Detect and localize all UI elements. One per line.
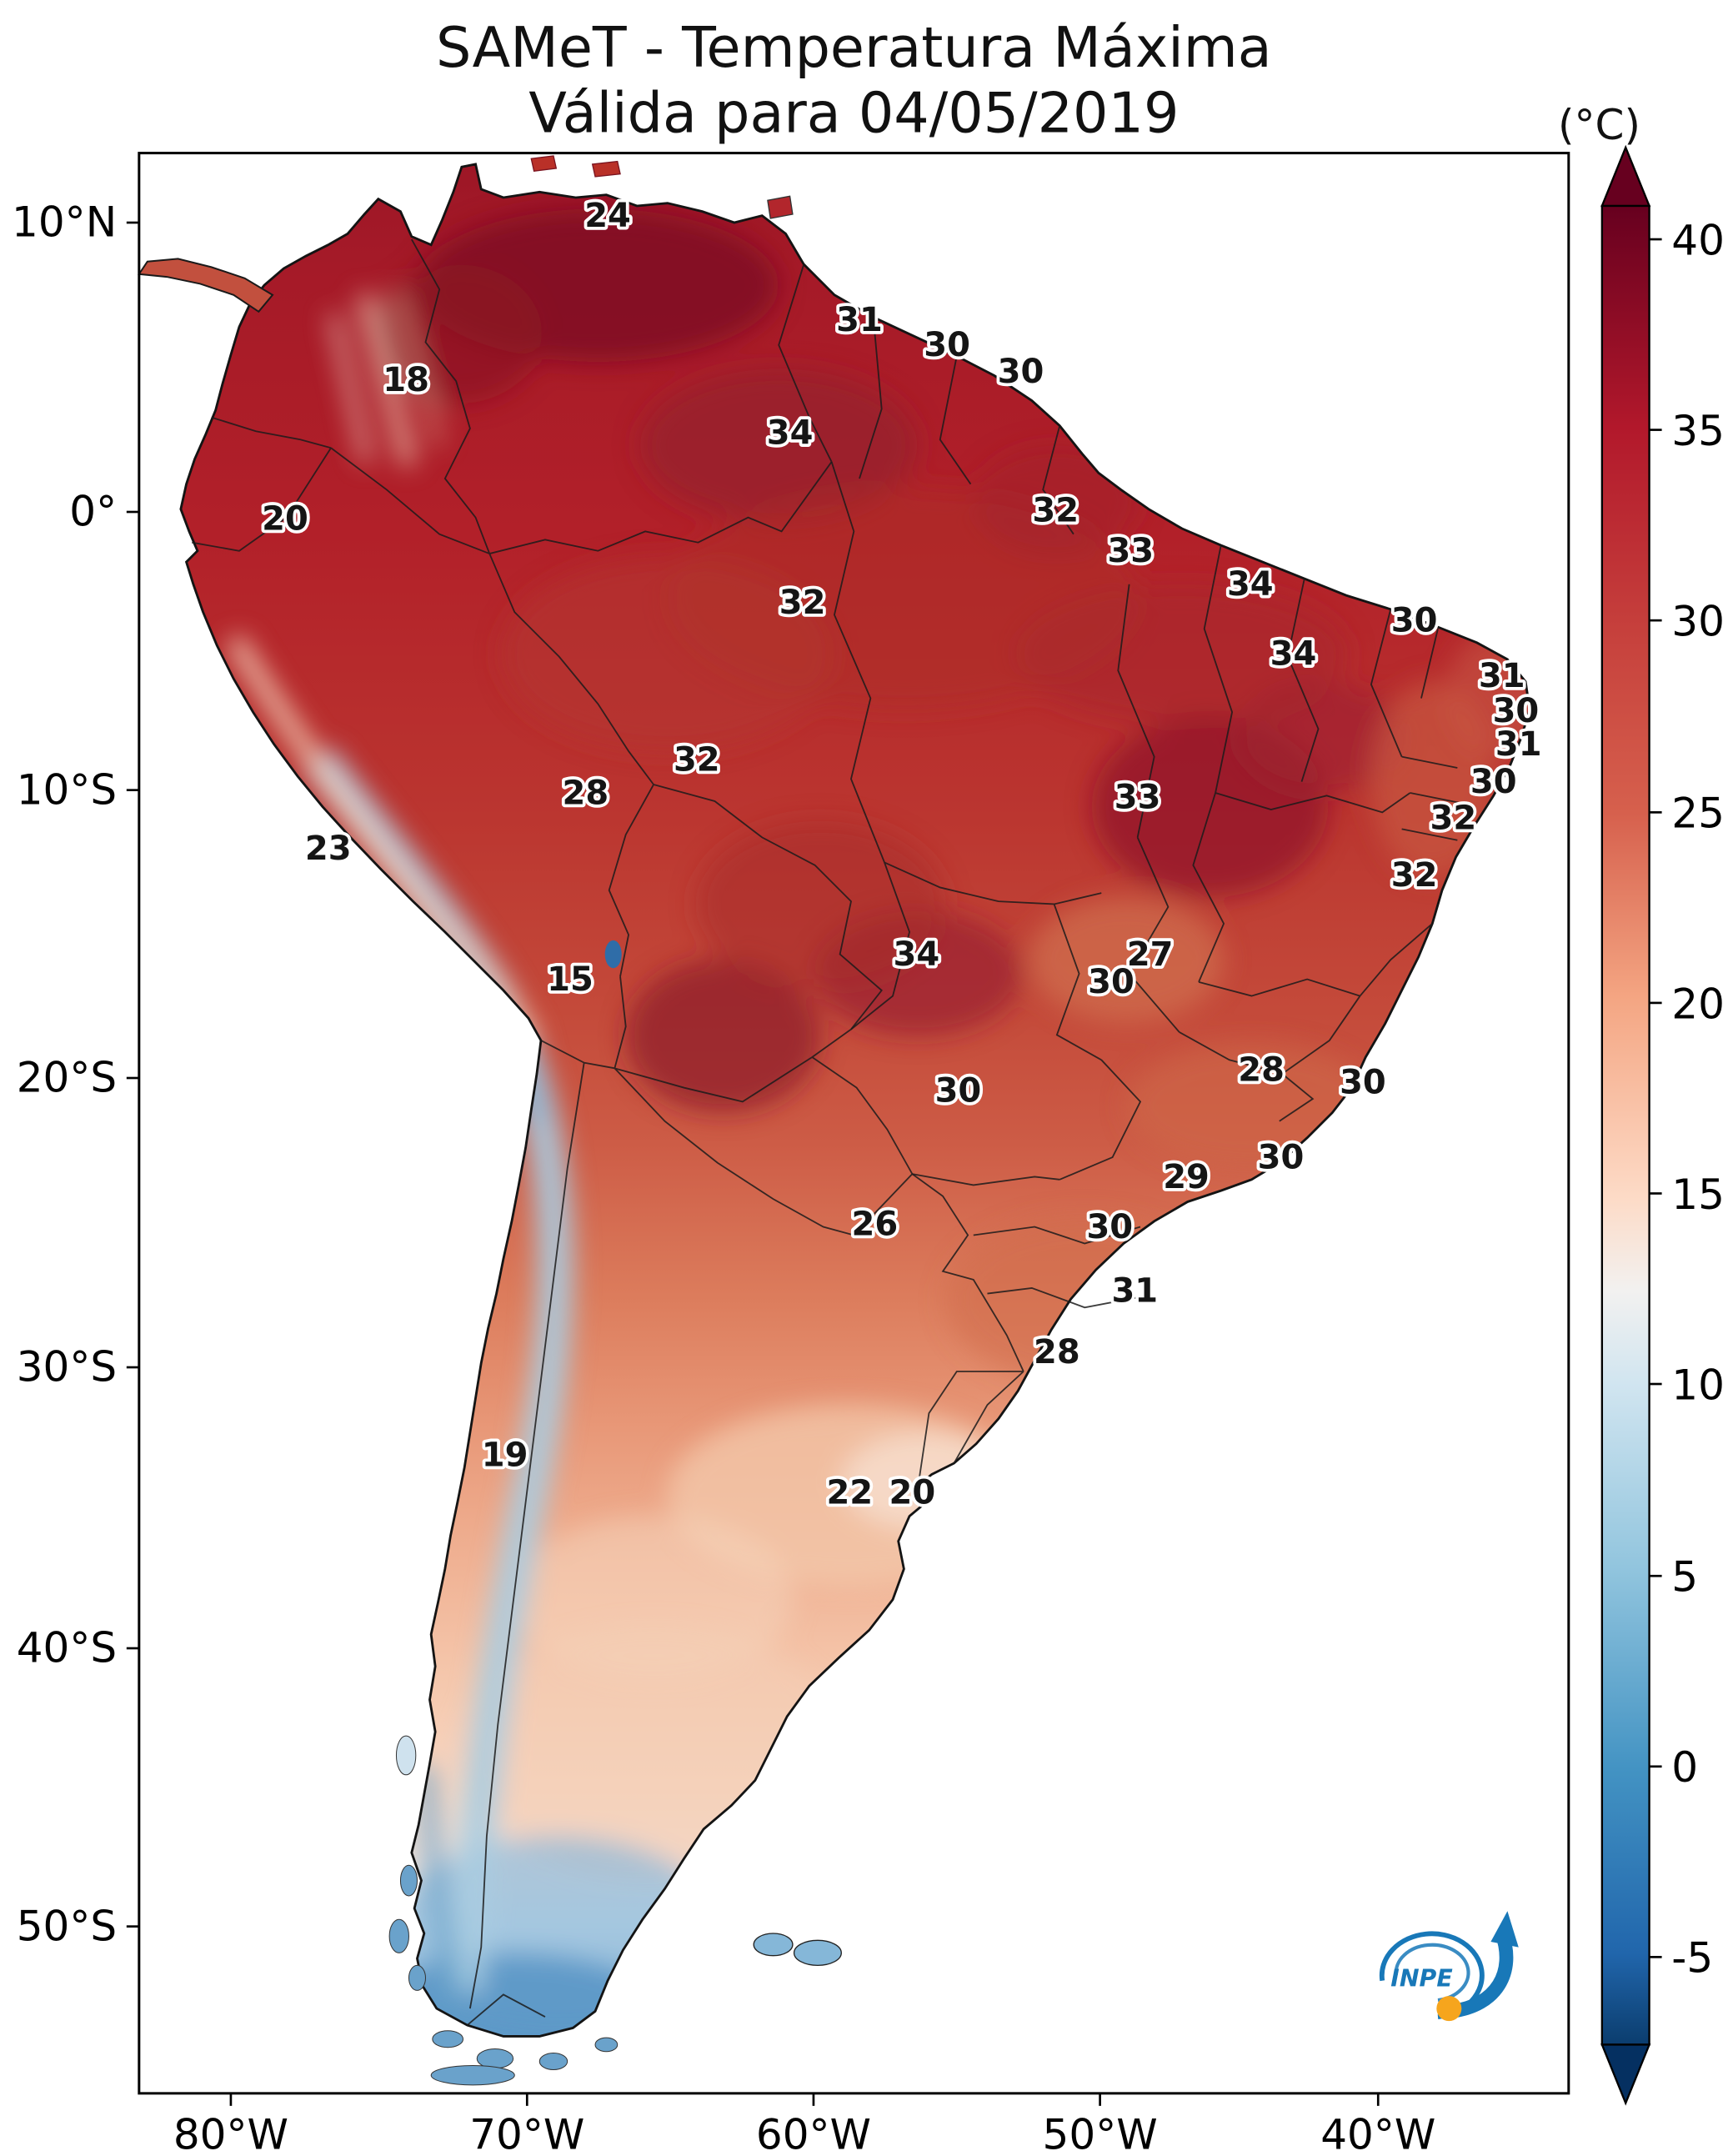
logo-arrow xyxy=(1450,1931,1514,2018)
temperature-label: 30 xyxy=(1340,1063,1386,1101)
temperature-label: 24 xyxy=(584,197,631,235)
lat-tick-label: 10°N xyxy=(12,198,117,247)
temperature-label: 30 xyxy=(1391,601,1438,639)
lat-tick-label: 0° xyxy=(69,488,117,536)
temperature-label: 23 xyxy=(305,830,352,868)
colorbar-tick-label: 0 xyxy=(1671,1743,1698,1792)
lat-tick-label: 40°S xyxy=(17,1624,117,1672)
colorbar-tick-label: -5 xyxy=(1671,1934,1713,1983)
colorbar-top-arrow xyxy=(1600,144,1651,208)
colorbar-tick-label: 15 xyxy=(1671,1171,1723,1219)
temperature-label: 31 xyxy=(1479,657,1525,695)
temperature-label: 34 xyxy=(767,414,814,452)
longitude-axis: 80°W 70°W 60°W 50°W 40°W xyxy=(173,2093,1435,2156)
colorbar-tick-label: 30 xyxy=(1671,597,1723,645)
colorbar-bottom-arrow xyxy=(1600,2043,1651,2106)
inpe-logo: INPE xyxy=(1379,1911,1519,2022)
temperature-label: 27 xyxy=(1127,935,1174,974)
temperature-label: 15 xyxy=(547,960,594,999)
temperature-label: 20 xyxy=(889,1473,936,1512)
chart-title: SAMeT - Temperatura Máxima xyxy=(436,15,1272,80)
state-borders xyxy=(830,425,1466,1309)
temperature-label: 28 xyxy=(1034,1333,1080,1371)
temperature-label: 31 xyxy=(1111,1272,1158,1311)
temperature-label: 32 xyxy=(1391,856,1438,895)
islands xyxy=(388,155,842,2086)
temperature-label: 30 xyxy=(924,326,970,364)
lake-titicaca xyxy=(604,940,622,969)
lon-tick-label: 40°W xyxy=(1320,2111,1435,2156)
latitude-axis: 10°N 0° 10°S 20°S 30°S 40°S 50°S xyxy=(12,198,139,1950)
temperature-label: 33 xyxy=(1114,778,1161,816)
chart-subtitle: Válida para 04/05/2019 xyxy=(528,81,1179,146)
temperature-label: 33 xyxy=(1107,532,1154,570)
colorbar-tick-label: 5 xyxy=(1671,1553,1698,1602)
lat-tick-label: 10°S xyxy=(17,765,117,814)
temperature-label: 29 xyxy=(1163,1158,1210,1196)
logo-arrowhead xyxy=(1490,1911,1519,1948)
colorbar: 40 35 30 25 20 15 10 5 0 -5 xyxy=(1600,144,1723,2106)
logo-text: INPE xyxy=(1390,1964,1452,1992)
colorbar-tick-label: 40 xyxy=(1671,216,1723,264)
temperature-label: 34 xyxy=(1227,565,1274,604)
temperature-label: 32 xyxy=(1430,799,1477,837)
temperature-label: 32 xyxy=(674,740,720,779)
plot-frame xyxy=(138,152,1570,2095)
temperature-label: 32 xyxy=(1032,492,1079,530)
lat-tick-label: 20°S xyxy=(17,1054,117,1102)
political-borders xyxy=(192,238,1466,2026)
lat-tick-label: 50°S xyxy=(17,1902,117,1950)
colorbar-tick-label: 35 xyxy=(1671,407,1723,455)
temperature-label: 28 xyxy=(563,774,609,812)
lon-tick-label: 80°W xyxy=(173,2111,288,2156)
colorbar-tick-label: 20 xyxy=(1671,980,1723,1028)
temperature-label: 30 xyxy=(1258,1138,1305,1176)
temperature-label: 30 xyxy=(1088,963,1134,1001)
temperature-label: 30 xyxy=(1493,692,1540,730)
logo-orange-dot xyxy=(1436,1996,1462,2022)
temperature-label: 30 xyxy=(998,353,1044,391)
colorbar-gradient xyxy=(1600,204,1650,2046)
temperature-label: 28 xyxy=(1238,1050,1285,1089)
colorbar-unit-label: (°C) xyxy=(1558,101,1640,149)
temperature-label: 32 xyxy=(779,584,826,622)
temperature-label: 19 xyxy=(482,1436,528,1474)
temperature-label: 30 xyxy=(935,1071,982,1110)
lon-tick-label: 60°W xyxy=(756,2111,871,2156)
temperature-label: 20 xyxy=(262,500,308,539)
lat-tick-label: 30°S xyxy=(17,1343,117,1391)
colorbar-ticks: 40 35 30 25 20 15 10 5 0 -5 xyxy=(1649,216,1723,1983)
temperature-label: 18 xyxy=(383,361,429,399)
temperature-label: 26 xyxy=(852,1206,899,1244)
temperature-label: 30 xyxy=(1086,1208,1133,1246)
trinidad-island xyxy=(767,195,794,219)
lon-tick-label: 70°W xyxy=(469,2111,584,2156)
temperature-label: 31 xyxy=(836,301,883,339)
colorbar-tick-label: 10 xyxy=(1671,1361,1723,1409)
lon-tick-label: 50°W xyxy=(1043,2111,1158,2156)
falkland-island-east xyxy=(793,1939,842,1967)
logo-swirl-inner xyxy=(1394,1943,1470,2003)
temperature-label: 31 xyxy=(1495,725,1542,764)
country-borders xyxy=(192,238,1024,2026)
falkland-island-west xyxy=(753,1933,794,1957)
temperature-label: 34 xyxy=(1270,635,1317,674)
temperature-label: 34 xyxy=(894,935,940,974)
colorbar-tick-label: 25 xyxy=(1671,790,1723,838)
temperature-label: 22 xyxy=(826,1473,873,1512)
temperature-label: 30 xyxy=(1470,763,1517,801)
